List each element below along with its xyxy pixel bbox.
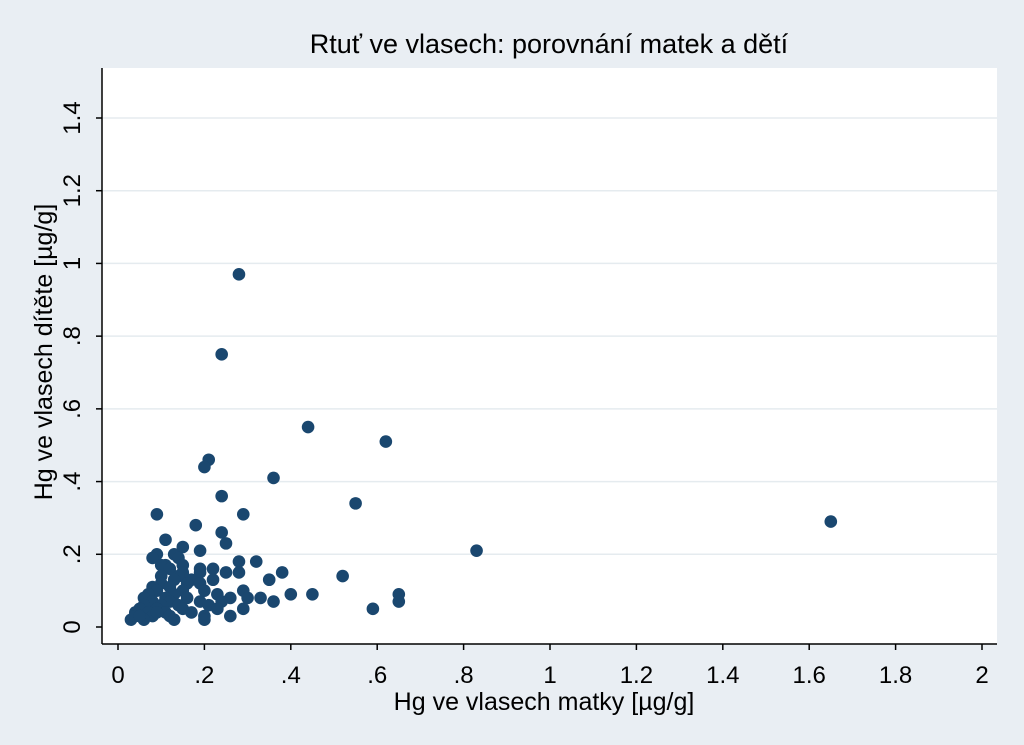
data-point	[301, 420, 315, 434]
data-point	[150, 606, 164, 619]
y-tick-label: 0	[59, 620, 86, 633]
y-tick-label: .2	[59, 544, 86, 564]
data-point	[133, 609, 146, 623]
data-point	[193, 544, 207, 557]
data-point	[232, 268, 246, 281]
data-point	[215, 348, 228, 361]
data-point	[189, 518, 203, 532]
data-point	[267, 471, 280, 485]
data-point	[232, 566, 246, 579]
y-tick-label: 1	[59, 257, 86, 270]
y-tick-label: .6	[59, 399, 86, 419]
x-tick-label: .2	[194, 662, 214, 689]
data-point	[241, 591, 254, 605]
data-point	[211, 602, 224, 616]
data-point	[306, 587, 319, 601]
x-tick-label: 0	[111, 662, 124, 689]
data-point	[824, 515, 838, 528]
data-point	[392, 595, 406, 608]
x-tick-label: 1.4	[706, 662, 739, 689]
y-tick-label: 1.2	[59, 174, 86, 207]
plot-area	[102, 68, 997, 644]
y-tick-label: .8	[59, 326, 86, 346]
x-tick-label: .8	[454, 662, 474, 689]
data-point	[284, 587, 298, 601]
chart-title: Rtuť ve vlasech: porovnání matek a dětí	[310, 29, 789, 59]
data-point	[146, 551, 159, 565]
x-axis-title: Hg ve vlasech matky [µg/g]	[394, 688, 695, 716]
x-tick-label: 1.2	[620, 662, 653, 689]
data-point	[254, 591, 267, 605]
y-tick-label: 1.4	[59, 101, 86, 134]
data-point	[236, 507, 250, 521]
data-point	[224, 609, 237, 623]
axes: 0 .2 .4 .6 .8 1 1.2 1.4 0 .2 .4 .6 .8 1 1.2 1.4 1.6 1.8 2	[59, 68, 997, 689]
data-point	[167, 613, 181, 627]
data-point	[198, 613, 211, 627]
data-point	[206, 562, 220, 576]
y-tick-label: .4	[59, 472, 86, 492]
x-tick-label: .4	[281, 662, 301, 689]
y-axis-title: Hg ve vlasech dítěte [µg/g]	[30, 204, 58, 501]
data-point	[366, 602, 380, 616]
data-point	[275, 566, 289, 579]
data-point	[185, 606, 198, 619]
data-point	[215, 526, 228, 539]
data-point	[470, 544, 483, 557]
data-point	[206, 573, 220, 587]
data-point	[232, 555, 246, 568]
data-point	[219, 537, 233, 550]
data-point	[159, 533, 172, 547]
data-point	[215, 489, 228, 503]
data-point	[267, 595, 280, 608]
data-point	[349, 497, 362, 510]
data-point	[379, 435, 393, 448]
x-tick-label: 2	[975, 662, 988, 689]
x-tick-label: 1.6	[793, 662, 826, 689]
gridlines	[102, 117, 997, 556]
data-point	[176, 540, 190, 554]
data-point	[193, 566, 207, 579]
x-tick-label: 1.8	[879, 662, 912, 689]
data-point	[198, 584, 211, 597]
data-point	[180, 591, 194, 605]
x-tick-label: .6	[367, 662, 387, 689]
data-point	[150, 507, 164, 521]
data-point	[236, 602, 250, 616]
x-tick-label: 1	[543, 662, 556, 689]
data-point	[262, 573, 276, 587]
data-point	[163, 562, 177, 576]
data-points	[124, 268, 838, 627]
data-point	[249, 555, 263, 568]
data-point	[219, 566, 233, 579]
data-point	[198, 460, 211, 474]
data-point	[336, 569, 349, 583]
